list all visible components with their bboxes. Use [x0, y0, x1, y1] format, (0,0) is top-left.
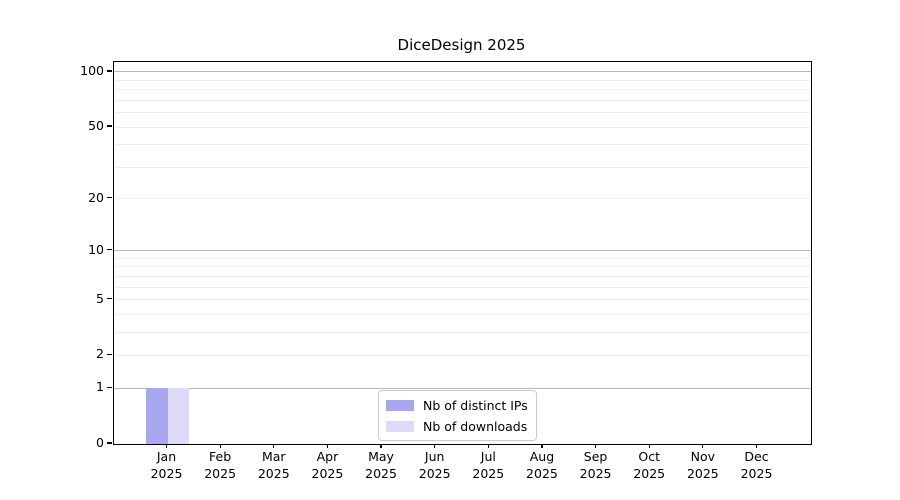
y-tick-mark	[107, 386, 112, 388]
x-tick-label: Dec 2025	[740, 449, 773, 481]
legend-item-distinct-ips: Nb of distinct IPs	[386, 396, 528, 414]
x-tick-mark	[165, 444, 168, 448]
x-tick-mark	[541, 444, 543, 448]
x-tick-label: Mar 2025	[257, 449, 290, 481]
x-tick-label: Jun 2025	[418, 449, 451, 481]
minor-gridline	[114, 126, 811, 128]
minor-gridline	[114, 257, 811, 259]
x-tick-label: Oct 2025	[633, 449, 666, 481]
legend-swatch-distinct-ips	[386, 399, 414, 411]
major-gridline	[114, 71, 811, 73]
y-tick-label: 2	[96, 346, 104, 362]
y-tick-mark	[107, 249, 112, 251]
x-tick-mark	[594, 444, 597, 448]
minor-gridline	[114, 275, 811, 277]
legend-swatch-downloads	[386, 420, 414, 432]
legend-item-downloads: Nb of downloads	[386, 417, 528, 435]
x-tick-mark	[702, 444, 704, 448]
y-tick-label: 10	[88, 241, 104, 257]
x-tick-label: Jul 2025	[472, 449, 505, 481]
x-tick-label: May 2025	[365, 449, 397, 481]
x-tick-mark	[273, 444, 275, 448]
y-tick-mark	[107, 353, 112, 356]
x-tick-mark	[434, 444, 436, 448]
bar-nb-of-distinct-ips-jan	[146, 388, 168, 444]
major-gridline	[114, 250, 811, 252]
y-tick-mark	[107, 442, 112, 444]
x-tick-mark	[648, 444, 650, 448]
minor-gridline	[114, 99, 811, 101]
minor-gridline	[114, 266, 811, 268]
plot-area	[113, 61, 812, 445]
major-gridline	[114, 387, 811, 389]
legend-label-distinct-ips: Nb of distinct IPs	[423, 397, 528, 413]
y-tick-label: 5	[96, 290, 104, 306]
bar-nb-of-downloads-jan	[167, 388, 189, 444]
minor-gridline	[114, 331, 811, 333]
minor-gridline	[114, 354, 811, 356]
y-tick-mark	[107, 196, 112, 199]
legend: Nb of distinct IPs Nb of downloads	[378, 390, 537, 441]
y-tick-mark	[107, 125, 112, 127]
y-tick-label: 20	[88, 189, 104, 205]
x-tick-mark	[219, 444, 221, 448]
x-tick-label: Jan 2025	[150, 449, 183, 481]
y-tick-label: 100	[80, 62, 104, 78]
minor-gridline	[114, 198, 811, 200]
minor-gridline	[114, 79, 811, 81]
x-tick-label: Apr 2025	[311, 449, 344, 481]
y-tick-label: 1	[96, 379, 104, 395]
chart-title: DiceDesign 2025	[397, 36, 526, 54]
legend-label-downloads: Nb of downloads	[423, 418, 528, 434]
y-tick-label: 0	[96, 435, 104, 450]
minor-gridline	[114, 313, 811, 315]
y-tick-label: 50	[88, 118, 104, 134]
x-tick-label: Nov 2025	[686, 449, 719, 481]
minor-gridline	[114, 166, 811, 168]
minor-gridline	[114, 299, 811, 301]
minor-gridline	[114, 112, 811, 114]
minor-gridline	[114, 144, 811, 146]
x-tick-mark	[755, 444, 758, 448]
x-tick-label: Feb 2025	[204, 449, 237, 481]
x-tick-label: Sep 2025	[579, 449, 612, 481]
y-tick-mark	[107, 297, 112, 300]
y-tick-mark	[107, 70, 112, 72]
minor-gridline	[114, 89, 811, 91]
minor-gridline	[114, 286, 811, 288]
x-tick-mark	[326, 444, 328, 448]
x-tick-mark	[380, 444, 382, 448]
x-tick-mark	[487, 444, 489, 448]
x-tick-label: Aug 2025	[526, 449, 558, 481]
